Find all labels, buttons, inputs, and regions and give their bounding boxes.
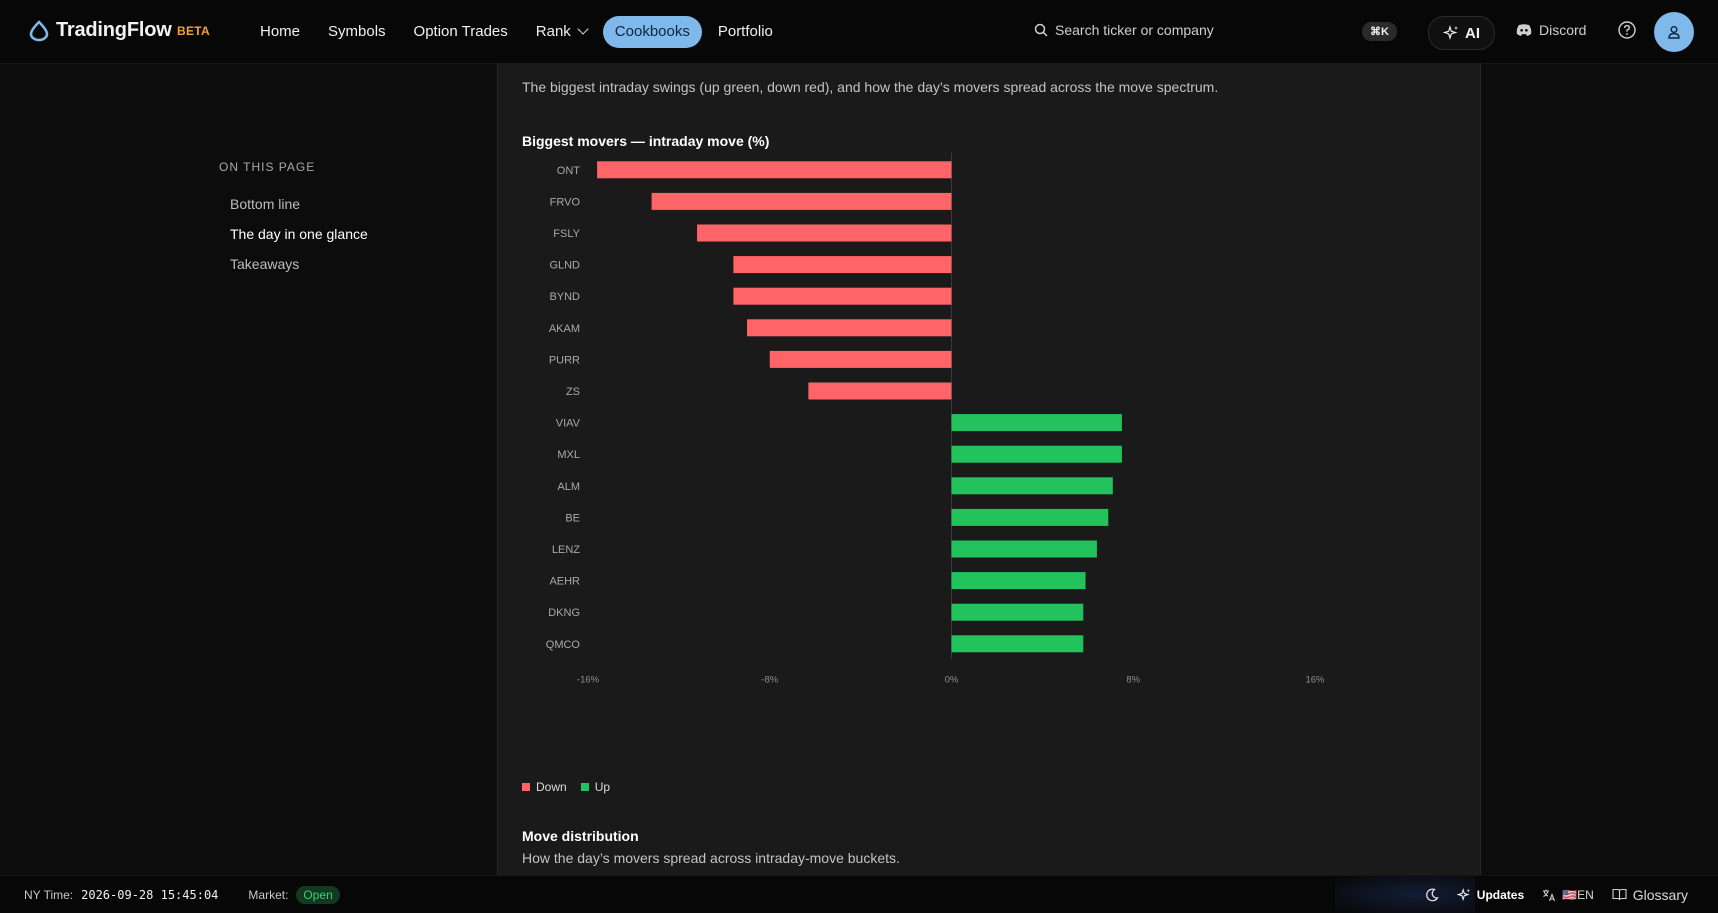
bar-glnd[interactable] [733,256,952,274]
chevron-down-icon [577,23,589,35]
bar-frvo[interactable] [651,192,952,210]
glossary-label: Glossary [1632,886,1688,903]
category-label-aehr: AEHR [549,576,580,588]
toc-title: ON THIS PAGE [219,160,316,174]
toc-item-day-in-one-glance[interactable]: The day in one glance [230,226,368,242]
category-label-mxl: MXL [557,449,580,461]
category-label-be: BE [565,512,580,524]
top-navigation-bar: TradingFlow BETA Home Symbols Option Tra… [0,0,1718,64]
movers-bar-chart: ONT FRVO FSLY GLND BYND AKAM PURR ZS VIAV MXL ALM B… [546,153,1325,686]
updates-label: Updates [1476,887,1525,902]
category-label-bynd: BYND [549,291,580,303]
nav-rank-label: Rank [535,23,571,40]
beta-badge: BETA [177,24,210,38]
category-label-akam: AKAM [549,323,580,335]
sparkles-icon [1443,25,1458,41]
nav-cookbooks[interactable]: Cookbooks [602,16,702,48]
search-box[interactable]: Search ticker or company [1034,22,1214,38]
bar-dkng[interactable] [951,603,1084,621]
app-name: TradingFlow [56,19,172,41]
market-clock: NY Time: 2026-09-28 15:45:04 Market: Ope… [24,886,340,904]
nav-portfolio[interactable]: Portfolio [717,23,773,40]
content-card: The biggest intraday swings (up green, d… [497,63,1481,875]
ny-time-label: NY Time: [24,888,74,902]
nav-home[interactable]: Home [260,23,301,40]
legend-label-up: Up [594,780,611,794]
discord-label: Discord [1539,22,1587,38]
bar-akam[interactable] [747,319,952,337]
category-label-fsly: FSLY [553,228,580,240]
tradingflow-logo-icon [29,19,49,41]
x-tick-label: 16% [1305,675,1325,686]
market-label: Market: [248,888,289,902]
updates-button[interactable]: Updates [1456,887,1525,902]
toc-item-bottom-line[interactable]: Bottom line [230,196,301,212]
logo[interactable]: TradingFlow [28,19,172,42]
on-this-page-nav: ON THIS PAGE Bottom line The day in one … [219,160,368,286]
move-distribution-title: Move distribution [522,828,639,844]
chart-legend: Down Up [522,780,610,794]
category-label-viav: VIAV [556,418,581,430]
x-tick-label: 8% [1126,675,1140,686]
x-tick-label: -16% [577,675,600,686]
category-label-lenz: LENZ [552,544,580,556]
category-label-ont: ONT [557,165,581,177]
bar-bynd[interactable] [733,287,952,305]
x-tick-label: -8% [761,675,778,686]
category-label-purr: PURR [549,354,580,366]
nav-option-trades[interactable]: Option Trades [413,23,508,40]
legend-item-down[interactable]: Down [522,780,567,794]
bar-aehr[interactable] [951,572,1086,590]
search-shortcut-badge: ⌘K [1362,22,1397,41]
legend-swatch-down [522,783,530,791]
bar-purr[interactable] [769,350,952,368]
language-selector[interactable]: 🇺🇸EN [1542,888,1594,902]
move-distribution-description: How the day’s movers spread across intra… [522,850,900,866]
bar-alm[interactable] [951,477,1113,495]
bar-fsly[interactable] [697,224,952,242]
nav-rank[interactable]: Rank [524,16,599,48]
main-nav: Home Symbols Option Trades Rank Cookbook… [248,16,789,48]
ai-button[interactable]: AI [1428,16,1495,50]
bar-ont[interactable] [597,161,952,179]
bar-mxl[interactable] [951,445,1122,463]
discord-link[interactable]: Discord [1516,22,1586,38]
bar-lenz[interactable] [951,540,1097,558]
category-label-glnd: GLND [549,260,580,272]
category-label-dkng: DKNG [548,607,580,619]
category-label-zs: ZS [566,386,580,398]
section-description: The biggest intraday swings (up green, d… [522,79,1219,95]
chart-title: Biggest movers — intraday move (%) [522,133,770,149]
bar-qmco[interactable] [951,635,1084,653]
legend-item-up[interactable]: Up [580,780,611,794]
translate-icon [1543,889,1556,901]
user-icon [1668,26,1680,39]
sparkles-icon [1456,887,1470,901]
moon-icon[interactable] [1425,888,1439,902]
glossary-button[interactable]: Glossary [1612,887,1688,903]
status-bar-actions: Updates 🇺🇸EN Glossary [1334,876,1718,913]
discord-icon [1516,24,1532,36]
avatar[interactable] [1654,12,1694,52]
ai-label: AI [1465,24,1480,42]
ny-time-value: 2026-09-28 15:45:04 [81,888,219,902]
category-label-alm: ALM [557,481,580,493]
search-placeholder: Search ticker or company [1055,22,1214,38]
search-icon [1034,23,1048,37]
market-status-badge: Open [296,886,340,904]
language-label: 🇺🇸EN [1562,887,1594,902]
bar-be[interactable] [951,508,1109,526]
category-label-qmco: QMCO [546,639,581,651]
toc-item-takeaways[interactable]: Takeaways [230,256,300,272]
status-bar: NY Time: 2026-09-28 15:45:04 Market: Ope… [0,875,1718,913]
legend-label-down: Down [536,780,567,794]
legend-swatch-up [580,783,589,791]
x-tick-label: 0% [945,675,959,686]
category-label-frvo: FRVO [550,196,581,208]
help-icon[interactable] [1618,21,1636,39]
book-icon [1612,888,1627,901]
bar-zs[interactable] [808,382,952,400]
nav-symbols[interactable]: Symbols [328,23,386,40]
bar-viav[interactable] [951,414,1122,432]
